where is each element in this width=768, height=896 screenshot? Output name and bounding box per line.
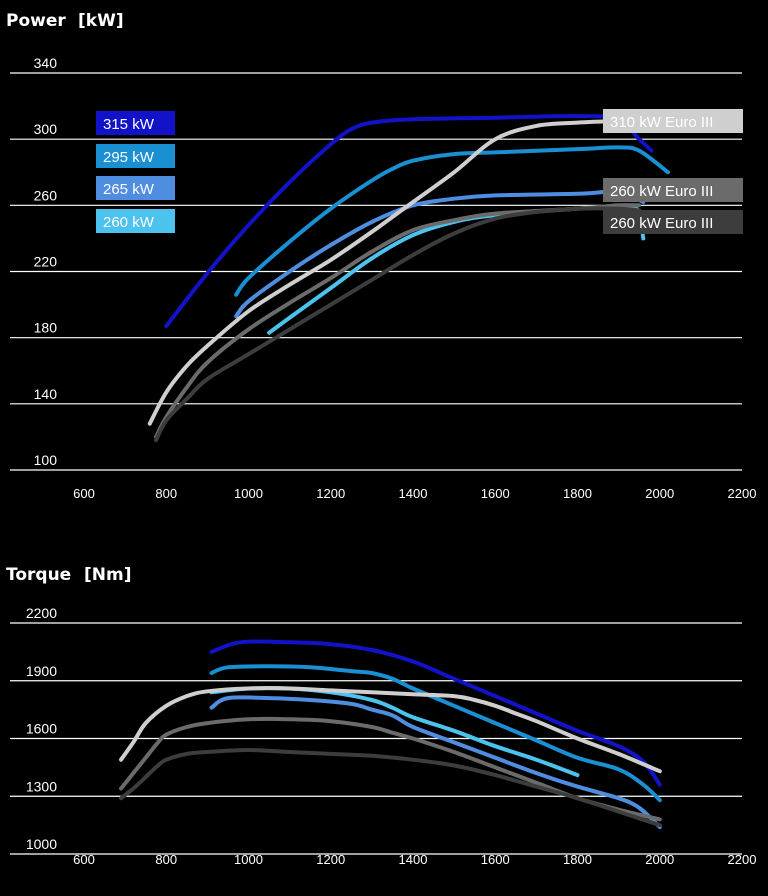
legend-label: 260 kW Euro III	[610, 215, 713, 232]
legend-swatch	[96, 176, 175, 200]
legend-badge: 260 kW	[96, 209, 175, 233]
power-y-tick-label: 180	[34, 320, 58, 336]
torque-x-tick-label: 2000	[645, 852, 674, 867]
torque-y-tick-label: 1000	[26, 836, 57, 852]
power-x-tick-label: 2000	[645, 486, 674, 501]
torque-y-tick-label: 2200	[26, 605, 57, 621]
legend-badge: 310 kW Euro III	[603, 109, 743, 133]
torque-series-lines	[119, 639, 662, 829]
power-series-line	[147, 119, 621, 426]
power-y-tick-label: 300	[34, 121, 58, 137]
torque-series-line	[209, 664, 662, 803]
torque-x-tick-label: 1400	[399, 852, 428, 867]
power-x-tick-labels: 600 800 1000 1200 1400 1600 1800 2000 2200	[73, 486, 756, 501]
power-chart-unit: [kW]	[78, 11, 124, 31]
power-x-tick-label: 800	[155, 486, 177, 501]
legend-label: 260 kW	[103, 214, 155, 231]
power-x-tick-label: 1400	[399, 486, 428, 501]
power-series-line	[154, 203, 642, 439]
legend-swatch	[603, 178, 743, 202]
power-series-line	[234, 145, 670, 297]
torque-chart: Torque [Nm] 1000 1300 1600 1900 2200 600 800 1…	[6, 565, 756, 867]
power-y-tick-label: 140	[34, 386, 58, 402]
torque-gridlines	[10, 622, 742, 855]
power-y-tick-label: 260	[34, 187, 58, 203]
legend-label: 265 kW	[103, 181, 155, 198]
legend-swatch	[96, 111, 175, 135]
torque-x-tick-label: 800	[155, 852, 177, 867]
power-legend: 315 kW 295 kW 265 kW 260 kW 310 kW Euro III 2…	[96, 109, 743, 234]
torque-y-tick-label: 1600	[26, 721, 57, 737]
power-y-tick-label: 100	[34, 452, 58, 468]
torque-series-line	[209, 639, 662, 787]
legend-badge: 265 kW	[96, 176, 175, 200]
power-x-tick-label: 1800	[563, 486, 592, 501]
torque-x-tick-label: 1000	[234, 852, 263, 867]
power-y-tick-label: 340	[34, 55, 58, 71]
legend-swatch	[603, 210, 743, 234]
power-x-tick-label: 1000	[234, 486, 263, 501]
torque-series-line	[119, 686, 662, 774]
power-series-line	[154, 206, 642, 443]
power-chart: Power [kW] 100 140 180 220 260 300 340 600 800 1…	[6, 11, 756, 501]
torque-y-tick-labels: 1000 1300 1600 1900 2200	[26, 605, 57, 852]
torque-chart-unit: [Nm]	[84, 565, 131, 585]
power-y-tick-labels: 100 140 180 220 260 300 340	[34, 55, 58, 468]
power-y-tick-label: 220	[34, 254, 58, 270]
legend-label: 315 kW	[103, 116, 155, 133]
power-gridlines	[10, 72, 742, 471]
power-x-tick-label: 600	[73, 486, 95, 501]
power-series-line	[234, 189, 646, 319]
legend-badge: 260 kW Euro III	[603, 178, 743, 202]
legend-swatch	[96, 144, 175, 168]
legend-label: 295 kW	[103, 149, 155, 166]
power-series-line	[267, 205, 646, 335]
power-chart-title: Power	[6, 11, 66, 31]
legend-badge: 295 kW	[96, 144, 175, 168]
legend-badge: 260 kW Euro III	[603, 210, 743, 234]
legend-label: 260 kW Euro III	[610, 183, 713, 200]
torque-x-tick-labels: 600 800 1000 1200 1400 1600 1800 2000 2200	[73, 852, 756, 867]
power-x-tick-label: 1600	[481, 486, 510, 501]
torque-x-tick-label: 1200	[316, 852, 345, 867]
legend-label: 310 kW Euro III	[610, 114, 713, 131]
legend-swatch	[96, 209, 175, 233]
power-series-lines	[147, 113, 670, 443]
torque-series-line	[209, 695, 662, 829]
power-x-tick-label: 1200	[316, 486, 345, 501]
torque-series-line	[119, 716, 662, 822]
torque-series-line	[119, 748, 662, 828]
torque-x-tick-label: 600	[73, 852, 95, 867]
torque-chart-title: Torque	[6, 565, 71, 585]
torque-y-tick-label: 1300	[26, 778, 57, 794]
torque-y-tick-label: 1900	[26, 663, 57, 679]
torque-x-tick-label: 2200	[728, 852, 757, 867]
torque-x-tick-label: 1800	[563, 852, 592, 867]
legend-badge: 315 kW	[96, 111, 175, 135]
legend-swatch	[603, 109, 743, 133]
torque-x-tick-label: 1600	[481, 852, 510, 867]
power-x-tick-label: 2200	[728, 486, 757, 501]
